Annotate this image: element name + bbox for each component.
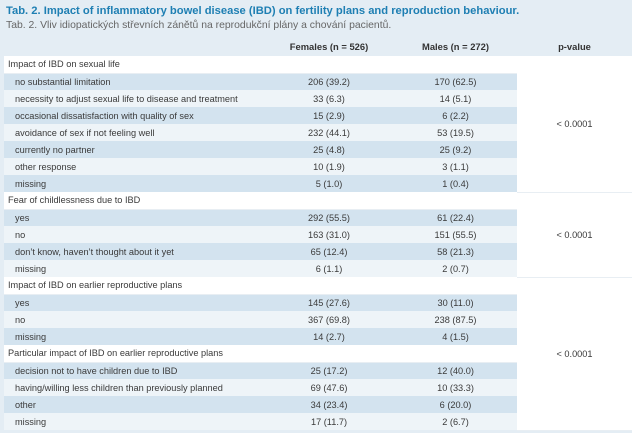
- males-value: 170 (62.5): [394, 73, 517, 90]
- row-label: missing: [4, 413, 264, 430]
- females-value: 10 (1.9): [264, 158, 394, 175]
- section-title: Impact of IBD on sexual life: [4, 56, 264, 74]
- section-row: Particular impact of IBD on earlier repr…: [4, 345, 632, 363]
- females-value: 17 (11.7): [264, 413, 394, 430]
- males-value: 58 (21.3): [394, 243, 517, 260]
- table-row: avoidance of sex if not feeling well 232…: [4, 124, 632, 141]
- table-row: no 163 (31.0) 151 (55.5): [4, 226, 632, 243]
- females-value: 25 (17.2): [264, 362, 394, 379]
- results-table: Females (n = 526) Males (n = 272) p-valu…: [4, 36, 632, 431]
- row-label: no: [4, 226, 264, 243]
- table-row: yes 292 (55.5) 61 (22.4): [4, 209, 632, 226]
- females-value: 5 (1.0): [264, 175, 394, 192]
- males-value: 6 (20.0): [394, 396, 517, 413]
- header-row: Females (n = 526) Males (n = 272) p-valu…: [4, 36, 632, 56]
- males-value: 6 (2.2): [394, 107, 517, 124]
- section-title: Particular impact of IBD on earlier repr…: [4, 345, 264, 363]
- header-pvalue: p-value: [558, 40, 591, 52]
- row-label: other response: [4, 158, 264, 175]
- table-row: don’t know, haven’t thought about it yet…: [4, 243, 632, 260]
- females-value: 34 (23.4): [264, 396, 394, 413]
- section-row: Impact of IBD on earlier reproductive pl…: [4, 277, 632, 431]
- table-row: no 367 (69.8) 238 (87.5): [4, 311, 632, 328]
- table-row: no substantial limitation 206 (39.2) 170…: [4, 73, 632, 90]
- males-value: 2 (0.7): [394, 260, 517, 277]
- females-value: 25 (4.8): [264, 141, 394, 158]
- males-value: 4 (1.5): [394, 328, 517, 345]
- males-value: 3 (1.1): [394, 158, 517, 175]
- females-value: 65 (12.4): [264, 243, 394, 260]
- females-value: 145 (27.6): [264, 294, 394, 311]
- table-title: Tab. 2. Impact of inflammatory bowel dis…: [6, 5, 520, 17]
- males-value: 14 (5.1): [394, 90, 517, 107]
- section-title: Fear of childlessness due to IBD: [4, 192, 264, 210]
- row-label: no: [4, 311, 264, 328]
- section-row: Fear of childlessness due to IBD < 0.000…: [4, 192, 632, 278]
- males-value: 10 (33.3): [394, 379, 517, 396]
- row-label: missing: [4, 328, 264, 345]
- males-value: 61 (22.4): [394, 209, 517, 226]
- row-label: no substantial limitation: [4, 73, 264, 90]
- table-row: occasional dissatisfaction with quality …: [4, 107, 632, 124]
- females-value: 6 (1.1): [264, 260, 394, 277]
- header-category: [4, 36, 264, 56]
- row-label: avoidance of sex if not feeling well: [4, 124, 264, 141]
- males-value: 30 (11.0): [394, 294, 517, 311]
- row-label: yes: [4, 209, 264, 226]
- row-label: currently no partner: [4, 141, 264, 158]
- females-value: 14 (2.7): [264, 328, 394, 345]
- females-value: 292 (55.5): [264, 209, 394, 226]
- table-row: other 34 (23.4) 6 (20.0): [4, 396, 632, 413]
- table-row: yes 145 (27.6) 30 (11.0): [4, 294, 632, 311]
- males-value: 53 (19.5): [394, 124, 517, 141]
- males-value: 25 (9.2): [394, 141, 517, 158]
- males-value: 238 (87.5): [394, 311, 517, 328]
- males-value: 1 (0.4): [394, 175, 517, 192]
- section-title: Impact of IBD on earlier reproductive pl…: [4, 277, 264, 295]
- males-value: 12 (40.0): [394, 362, 517, 379]
- females-value: 232 (44.1): [264, 124, 394, 141]
- females-value: 69 (47.6): [264, 379, 394, 396]
- row-label: missing: [4, 260, 264, 277]
- males-value: 151 (55.5): [394, 226, 517, 243]
- table-row: missing 17 (11.7) 2 (6.7): [4, 413, 632, 430]
- row-label: necessity to adjust sexual life to disea…: [4, 90, 264, 107]
- table-subtitle: Tab. 2. Vliv idiopatických střevních zán…: [6, 20, 392, 31]
- row-label: having/willing less children than previo…: [4, 379, 264, 396]
- table-row: necessity to adjust sexual life to disea…: [4, 90, 632, 107]
- table-row: having/willing less children than previo…: [4, 379, 632, 396]
- section-row: Impact of IBD on sexual life < 0.0001: [4, 56, 632, 193]
- females-value: 206 (39.2): [264, 73, 394, 90]
- p-value-cell: < 0.0001: [517, 192, 632, 278]
- females-value: 15 (2.9): [264, 107, 394, 124]
- row-label: yes: [4, 294, 264, 311]
- row-label: other: [4, 396, 264, 413]
- table-row: decision not to have children due to IBD…: [4, 362, 632, 379]
- table-row: missing 14 (2.7) 4 (1.5): [4, 328, 632, 345]
- males-value: 2 (6.7): [394, 413, 517, 430]
- table-row: currently no partner 25 (4.8) 25 (9.2): [4, 141, 632, 158]
- females-value: 163 (31.0): [264, 226, 394, 243]
- row-label: decision not to have children due to IBD: [4, 362, 264, 379]
- header-females: Females (n = 526): [289, 40, 369, 52]
- p-value-cell: < 0.0001: [517, 56, 632, 193]
- table-row: missing 6 (1.1) 2 (0.7): [4, 260, 632, 277]
- header-males: Males (n = 272): [422, 40, 489, 52]
- row-label: don’t know, haven’t thought about it yet: [4, 243, 264, 260]
- p-value-cell: < 0.0001: [517, 277, 632, 431]
- table-row: other response 10 (1.9) 3 (1.1): [4, 158, 632, 175]
- row-label: missing: [4, 175, 264, 192]
- table-row: missing 5 (1.0) 1 (0.4): [4, 175, 632, 192]
- females-value: 367 (69.8): [264, 311, 394, 328]
- row-label: occasional dissatisfaction with quality …: [4, 107, 264, 124]
- females-value: 33 (6.3): [264, 90, 394, 107]
